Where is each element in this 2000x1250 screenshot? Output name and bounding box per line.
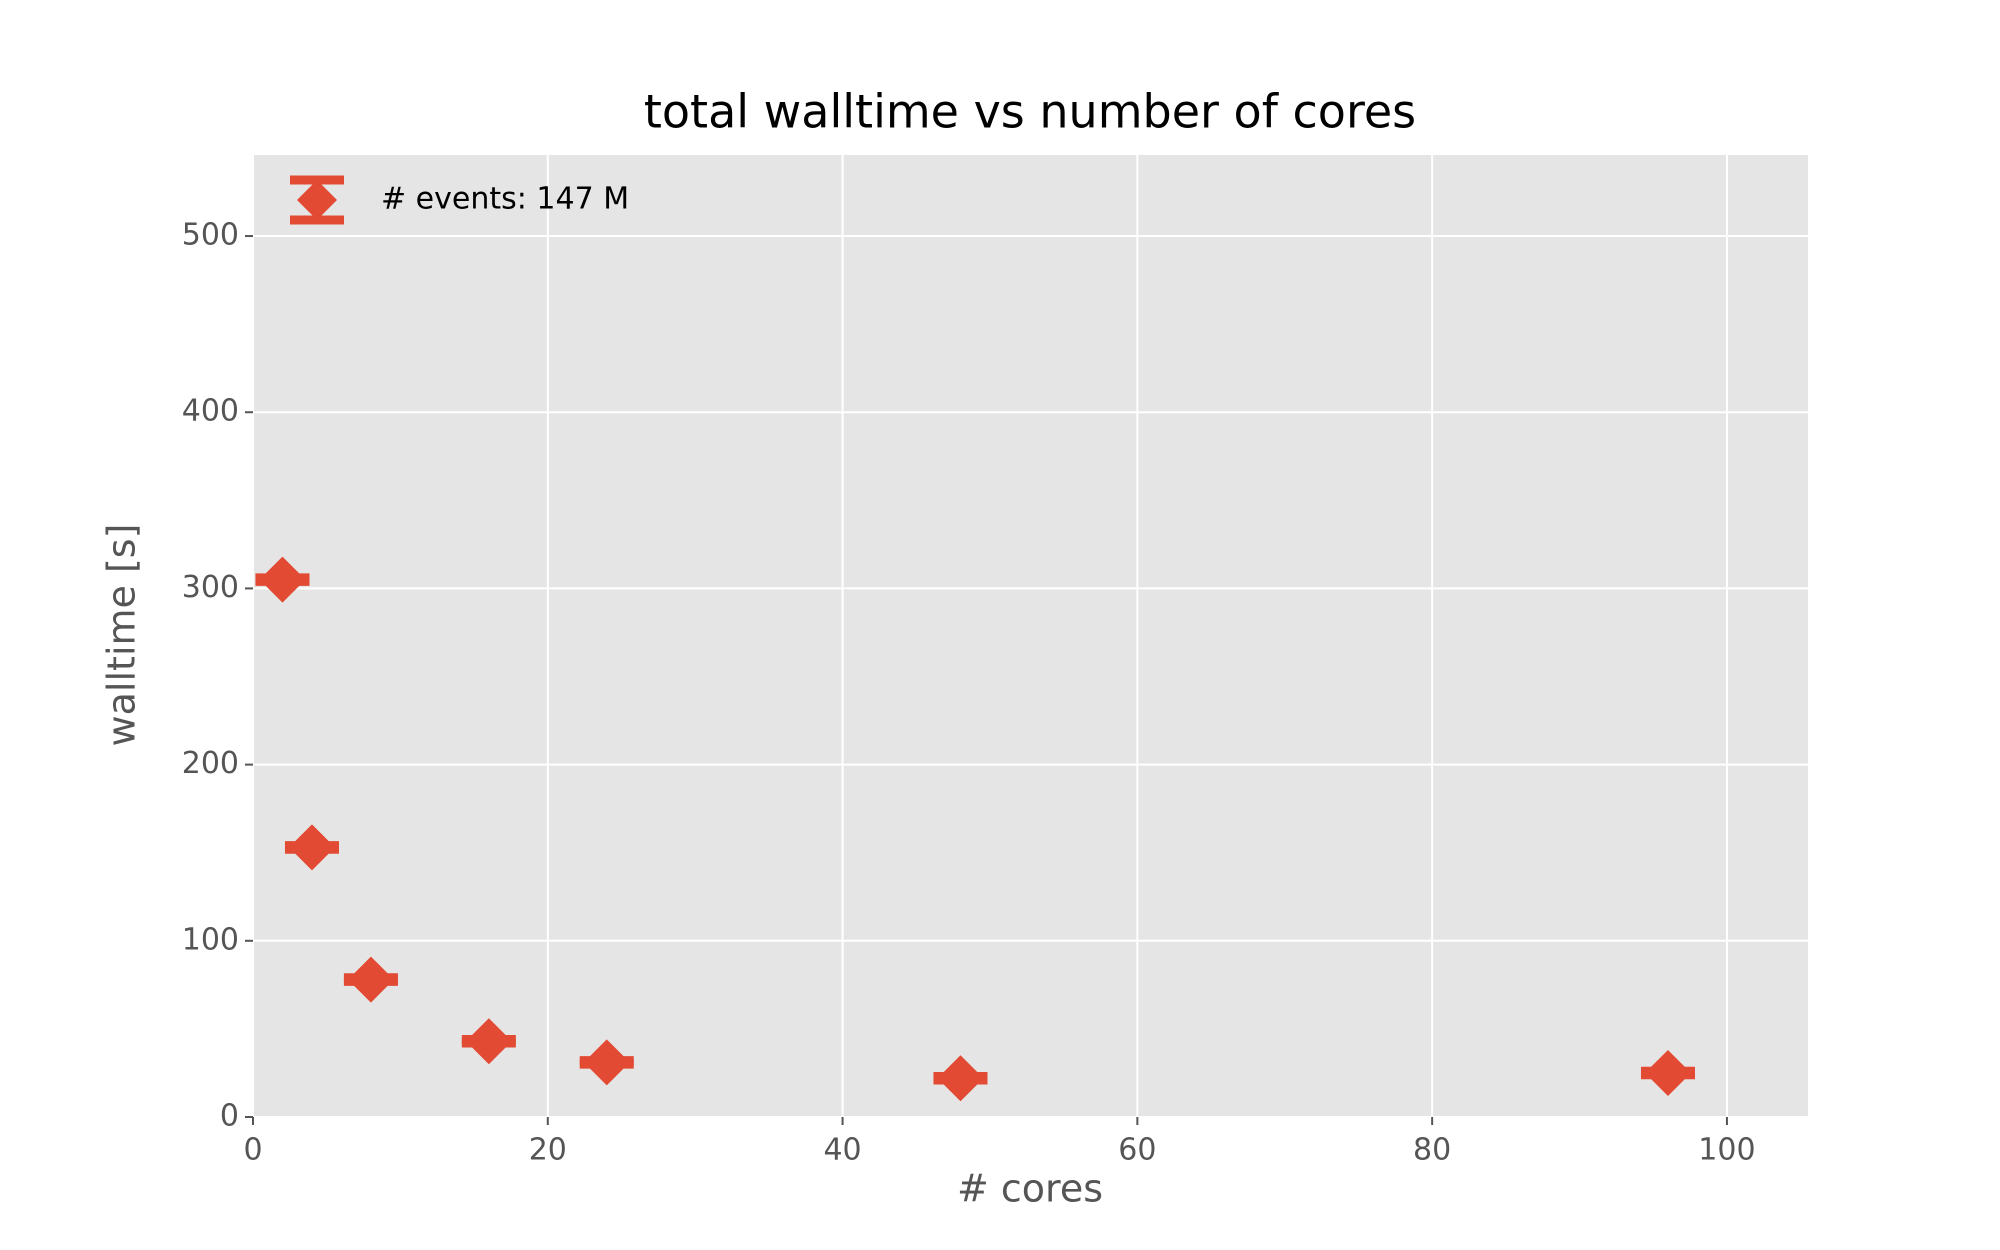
y-axis-label: walltime [s] [100,524,144,747]
y-tick-label: 400 [182,394,239,429]
y-tick-label: 300 [182,570,239,605]
marker [465,1018,512,1065]
x-tick-label: 100 [1698,1133,1755,1168]
marker [288,824,335,871]
y-tick-label: 200 [182,746,239,781]
x-tick-label: 20 [529,1133,567,1168]
y-tick-label: 0 [220,1099,239,1134]
marker [347,956,394,1003]
x-tick-label: 60 [1118,1133,1156,1168]
x-axis-label: # cores [957,1167,1103,1211]
plot-area [253,155,1808,1117]
marker [259,556,306,603]
marker [937,1055,984,1102]
y-tick-label: 500 [182,218,239,253]
marker [583,1039,630,1086]
chart-title: total walltime vs number of cores [644,85,1416,139]
x-tick-label: 0 [243,1133,262,1168]
y-tick-label: 100 [182,922,239,957]
legend-symbol [297,180,337,220]
marker [1644,1049,1691,1096]
x-tick-label: 80 [1413,1133,1451,1168]
x-tick-label: 40 [823,1133,861,1168]
legend-label: # events: 147 M [381,182,629,217]
